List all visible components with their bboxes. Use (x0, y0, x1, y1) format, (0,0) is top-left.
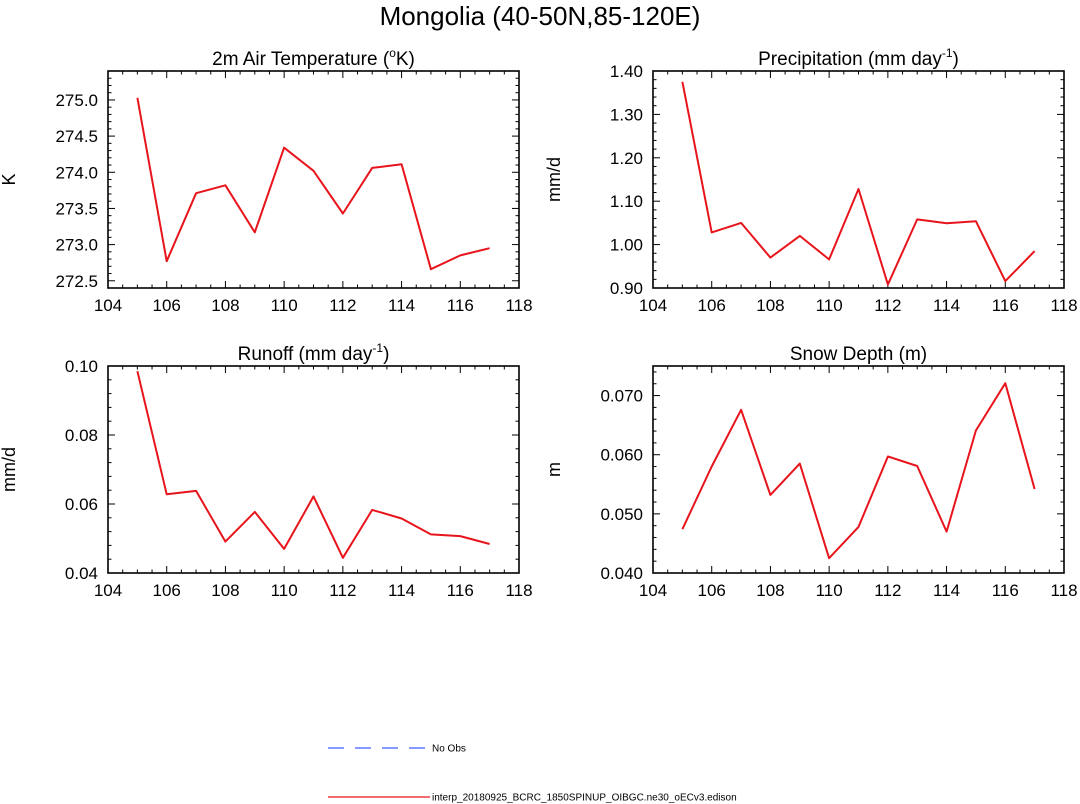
y-tick-label: 0.060 (600, 446, 643, 465)
y-tick-label: 0.06 (65, 495, 98, 514)
x-tick-label: 118 (1050, 581, 1077, 600)
x-tick-label: 104 (639, 581, 667, 600)
series-line (136, 370, 490, 559)
panel-1: 2m Air Temperature (oK) 104 106 108 110 112 11… (0, 46, 533, 315)
y-tick-label: 273.0 (55, 236, 98, 255)
x-tick-label: 114 (933, 581, 960, 600)
x-tick-label: 116 (992, 581, 1019, 600)
panel-title-main: Snow Depth (m) (790, 344, 927, 365)
x-tick-label: 108 (211, 296, 239, 315)
figure-title: Mongolia (40-50N,85-120E) (380, 1, 701, 31)
y-tick-label: 1.40 (610, 62, 643, 81)
y-tick-label: 275.0 (55, 91, 98, 110)
panel-title: Runoff (mm day-1) (238, 341, 390, 365)
plot-frame (107, 365, 520, 574)
x-tick-label: 116 (447, 581, 474, 600)
x-tick-label: 106 (698, 296, 726, 315)
panel-title-superscript: o (389, 46, 396, 60)
x-tick-label: 110 (271, 296, 298, 315)
panel-title-tail: K) (396, 49, 415, 70)
panel-2: Precipitation (mm day-1) 104 106 108 110 112 1… (544, 46, 1078, 315)
y-tick-label: 1.00 (610, 236, 643, 255)
legend-item-2: interp_20180925_BCRC_1850SPINUP_OIBGC.ne… (328, 793, 737, 804)
x-tick-label: 114 (388, 296, 415, 315)
panels: 2m Air Temperature (oK)104 106 108 110 112 11… (0, 46, 1078, 600)
panel-3: Runoff (mm day-1) 104 106 108 110 112 114 116 11… (0, 341, 533, 600)
x-tick-label: 112 (874, 581, 901, 600)
x-tick-label: 106 (153, 296, 181, 315)
legend: No Obs interp_20180925_BCRC_1850SPINUP_OI… (328, 744, 737, 804)
panel-title-tail: ) (383, 344, 389, 365)
y-axis-label: mm/d (544, 157, 564, 202)
x-tick-label: 118 (505, 296, 532, 315)
legend-label: No Obs (432, 744, 466, 755)
panel-title: Snow Depth (m) (790, 344, 927, 365)
y-tick-label: 0.050 (600, 505, 643, 524)
x-tick-label: 108 (756, 581, 784, 600)
x-tick-label: 108 (756, 296, 784, 315)
x-tick-label: 110 (816, 296, 843, 315)
x-tick-label: 114 (933, 296, 960, 315)
y-tick-label: 1.10 (610, 192, 643, 211)
panel-title-main: Precipitation (mm day (758, 49, 942, 70)
series-line (681, 81, 1036, 286)
y-tick-label: 0.10 (65, 357, 98, 376)
x-tick-label: 108 (211, 581, 239, 600)
series-line (681, 382, 1036, 560)
panel-4: Snow Depth (m) 104 106 108 110 112 114 116 118 0.… (544, 344, 1078, 600)
x-tick-label: 110 (816, 581, 843, 600)
series-line (136, 97, 490, 271)
x-tick-label: 118 (505, 581, 532, 600)
x-tick-label: 110 (271, 581, 298, 600)
y-tick-label: 0.040 (600, 564, 643, 583)
y-tick-label: 274.0 (55, 163, 98, 182)
panel-title-superscript: -1 (372, 341, 383, 355)
y-tick-label: 0.08 (65, 426, 98, 445)
y-tick-label: 1.20 (610, 149, 643, 168)
plot-frame (652, 365, 1065, 574)
x-tick-label: 112 (874, 296, 901, 315)
x-tick-label: 104 (639, 296, 667, 315)
y-axis-label: K (0, 173, 19, 185)
y-tick-label: 1.30 (610, 105, 643, 124)
x-tick-label: 106 (153, 581, 181, 600)
y-tick-label: 0.04 (65, 564, 98, 583)
panel-title-main: Runoff (mm day (238, 344, 373, 365)
panel-title-tail: ) (953, 49, 959, 70)
y-tick-label: 273.5 (55, 199, 98, 218)
x-tick-label: 118 (1050, 296, 1077, 315)
x-tick-label: 112 (329, 581, 356, 600)
y-axis-label: mm/d (0, 447, 19, 492)
panel-title: Precipitation (mm day-1) (758, 46, 959, 70)
plot-frame (652, 70, 1065, 289)
legend-item-1: No Obs (328, 744, 466, 755)
panel-title-main: 2m Air Temperature ( (212, 49, 390, 70)
y-tick-label: 274.5 (55, 127, 98, 146)
x-tick-label: 114 (388, 581, 415, 600)
x-tick-label: 112 (329, 296, 356, 315)
panel-title-superscript: -1 (942, 46, 953, 60)
y-axis-label: m (544, 462, 564, 477)
y-tick-label: 0.90 (610, 279, 643, 298)
y-tick-label: 272.5 (55, 272, 98, 291)
x-tick-label: 116 (992, 296, 1019, 315)
x-tick-label: 104 (94, 581, 122, 600)
y-tick-label: 0.070 (600, 387, 643, 406)
x-tick-label: 116 (447, 296, 474, 315)
x-tick-label: 104 (94, 296, 122, 315)
x-tick-label: 106 (698, 581, 726, 600)
panel-title: 2m Air Temperature (oK) (212, 46, 415, 70)
legend-label: interp_20180925_BCRC_1850SPINUP_OIBGC.ne… (432, 793, 737, 804)
